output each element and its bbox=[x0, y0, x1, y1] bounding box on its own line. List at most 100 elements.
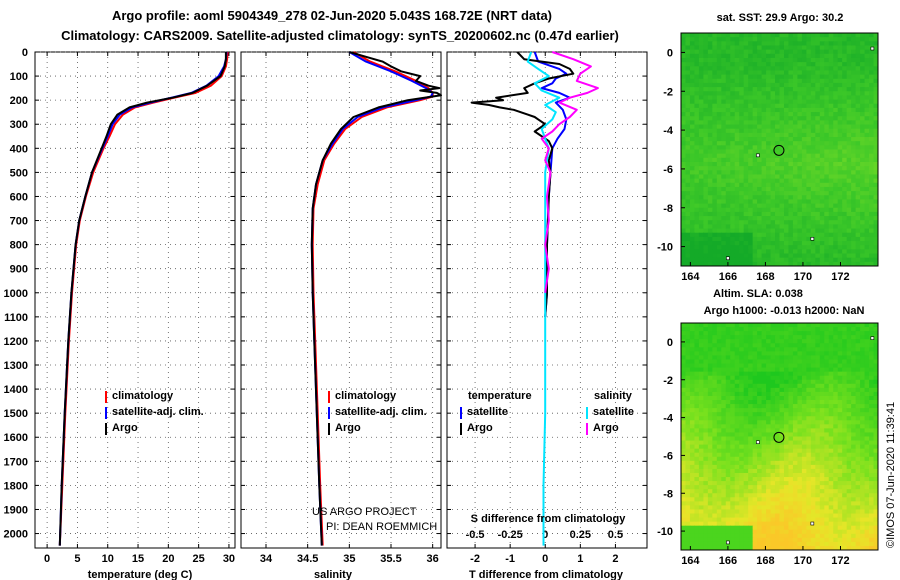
map-cell bbox=[739, 436, 745, 442]
map-cell bbox=[824, 448, 830, 454]
map-cell bbox=[748, 186, 754, 192]
map-cell bbox=[766, 57, 772, 63]
map-cell bbox=[739, 485, 745, 490]
map-cell bbox=[842, 95, 848, 101]
map-cell bbox=[801, 472, 807, 478]
map-cell bbox=[761, 103, 767, 109]
map-cell bbox=[725, 57, 731, 63]
map-cell bbox=[819, 161, 825, 167]
map-cell bbox=[873, 408, 879, 413]
map-cell bbox=[748, 124, 754, 130]
map-cell bbox=[730, 249, 736, 255]
map-cell bbox=[712, 505, 718, 510]
map-cell bbox=[766, 249, 772, 255]
map-cell bbox=[788, 74, 794, 80]
map-cell bbox=[860, 128, 866, 134]
map-cell bbox=[752, 170, 758, 175]
map-cell bbox=[716, 408, 722, 413]
map-cell bbox=[783, 57, 789, 63]
map-cell bbox=[792, 477, 798, 482]
map-cell bbox=[869, 464, 875, 470]
map-cell bbox=[837, 383, 843, 389]
map-cell bbox=[788, 178, 794, 184]
map-cell bbox=[810, 199, 816, 205]
map-cell bbox=[801, 141, 807, 146]
map-cell bbox=[819, 249, 825, 255]
map-cell bbox=[851, 195, 857, 200]
map-cell bbox=[788, 493, 794, 498]
island-mark bbox=[870, 46, 875, 51]
map-cell bbox=[833, 74, 839, 80]
map-cell bbox=[864, 103, 870, 109]
map-cell bbox=[824, 339, 830, 344]
map-cell bbox=[739, 91, 745, 96]
map-cell bbox=[685, 45, 691, 51]
map-cell bbox=[851, 203, 857, 209]
map-cell bbox=[864, 464, 870, 470]
map-cell bbox=[779, 137, 785, 142]
map-cell bbox=[725, 379, 731, 385]
map-cell bbox=[833, 199, 839, 205]
map-cell bbox=[833, 82, 839, 88]
map-cell bbox=[824, 99, 830, 105]
map-cell bbox=[730, 363, 736, 369]
map-cell bbox=[757, 489, 763, 494]
map-cell bbox=[689, 199, 695, 205]
map-cell bbox=[828, 347, 834, 352]
map-cell bbox=[689, 355, 695, 360]
map-cell bbox=[806, 444, 812, 450]
map-cell bbox=[703, 191, 709, 196]
map-cell bbox=[707, 497, 713, 502]
map-cell bbox=[694, 153, 700, 159]
map-cell bbox=[734, 404, 740, 409]
map-cell bbox=[851, 489, 857, 494]
map-cell bbox=[757, 420, 763, 425]
map-cell bbox=[689, 182, 695, 188]
map-cell bbox=[734, 124, 740, 130]
map-cell bbox=[739, 509, 745, 515]
map-cell bbox=[716, 448, 722, 454]
map-cell bbox=[721, 49, 727, 55]
map-cell bbox=[864, 203, 870, 209]
map-cell bbox=[681, 440, 686, 446]
map-cell bbox=[716, 82, 722, 88]
map-cell bbox=[815, 432, 821, 437]
map-cell bbox=[685, 220, 691, 225]
map-cell bbox=[788, 367, 794, 373]
map-cell bbox=[716, 236, 722, 242]
map-cell bbox=[873, 153, 879, 159]
map-cell bbox=[864, 327, 870, 332]
map-cell bbox=[783, 62, 789, 67]
map-cell bbox=[757, 391, 763, 397]
map-cell bbox=[833, 323, 839, 328]
map-cell bbox=[806, 497, 812, 502]
map-cell bbox=[864, 436, 870, 442]
map-cell bbox=[869, 62, 875, 67]
map-cell bbox=[810, 363, 816, 369]
map-cell bbox=[810, 99, 816, 105]
map-cell bbox=[766, 220, 772, 225]
map-cell bbox=[752, 436, 758, 442]
map-cell bbox=[721, 236, 727, 242]
map-cell bbox=[842, 49, 848, 55]
map-cell bbox=[730, 241, 736, 246]
map-cell bbox=[833, 224, 839, 230]
map-cell bbox=[766, 257, 772, 263]
map-cell bbox=[752, 120, 758, 126]
map-cell bbox=[770, 416, 776, 421]
map-cell bbox=[712, 191, 718, 196]
map-cell bbox=[837, 257, 843, 263]
map-cell bbox=[739, 203, 745, 209]
map-cell bbox=[681, 420, 686, 425]
map-cell bbox=[689, 132, 695, 138]
map-lat-tick-label: -10 bbox=[657, 242, 673, 254]
map-cell bbox=[842, 157, 848, 163]
map-cell bbox=[824, 472, 830, 478]
map-cell bbox=[779, 371, 785, 377]
map-cell bbox=[761, 489, 767, 494]
map-cell bbox=[716, 57, 722, 63]
map-cell bbox=[824, 245, 830, 250]
map-cell bbox=[761, 91, 767, 96]
map-cell bbox=[815, 178, 821, 184]
